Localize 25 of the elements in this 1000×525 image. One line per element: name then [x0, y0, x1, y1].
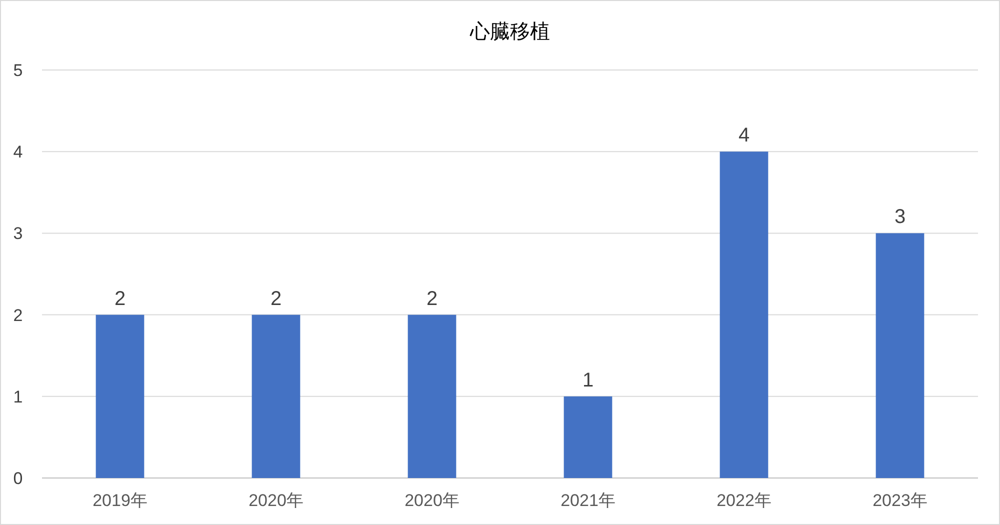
data-label: 4	[738, 124, 750, 147]
bar	[876, 233, 924, 478]
bar	[408, 314, 456, 478]
bar	[564, 396, 612, 478]
data-label: 2	[426, 288, 438, 310]
y-tick-label: 3	[13, 224, 23, 244]
bar	[720, 152, 768, 478]
y-tick-label: 4	[13, 142, 23, 162]
x-tick-label: 2019年	[92, 491, 148, 510]
chart-title: 心臓移植	[469, 21, 550, 43]
bar	[96, 314, 144, 478]
data-label: 2	[114, 288, 126, 310]
y-tick-label: 1	[13, 387, 23, 406]
data-label: 3	[894, 206, 906, 228]
x-tick-label: 2021年	[560, 491, 616, 510]
data-label: 1	[582, 369, 594, 392]
y-tick-label: 2	[13, 306, 23, 325]
x-tick-label: 2023年	[872, 491, 928, 510]
y-tick-label: 5	[13, 61, 23, 80]
data-label: 2	[270, 288, 282, 310]
x-tick-label: 2020年	[248, 491, 304, 510]
y-tick-label: 0	[13, 469, 23, 488]
x-tick-label: 2022年	[716, 491, 772, 510]
bar	[252, 314, 300, 478]
x-tick-label: 2020年	[404, 491, 460, 510]
